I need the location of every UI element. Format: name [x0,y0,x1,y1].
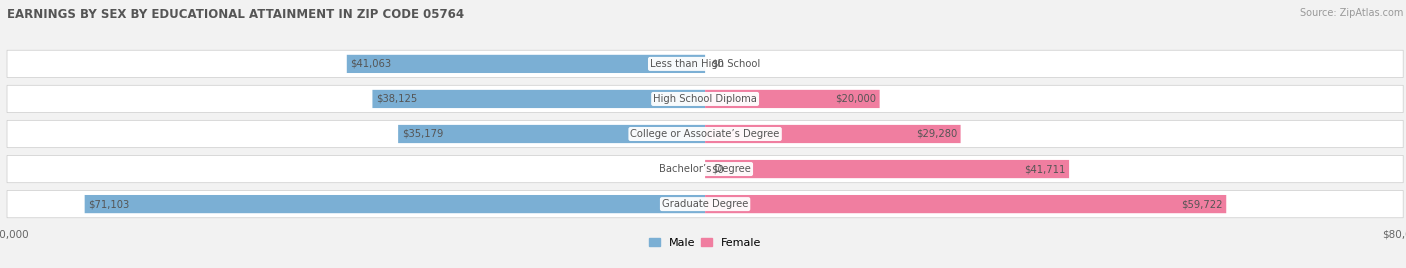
Text: EARNINGS BY SEX BY EDUCATIONAL ATTAINMENT IN ZIP CODE 05764: EARNINGS BY SEX BY EDUCATIONAL ATTAINMEN… [7,8,464,21]
Text: $41,063: $41,063 [350,59,391,69]
FancyBboxPatch shape [7,191,1403,218]
Text: Less than High School: Less than High School [650,59,761,69]
Text: $59,722: $59,722 [1181,199,1223,209]
Legend: Male, Female: Male, Female [644,233,766,252]
FancyBboxPatch shape [84,195,706,213]
Text: College or Associate’s Degree: College or Associate’s Degree [630,129,780,139]
Text: $0: $0 [710,164,724,174]
Text: $38,125: $38,125 [375,94,418,104]
Text: $0: $0 [710,59,724,69]
FancyBboxPatch shape [7,120,1403,148]
Text: $35,179: $35,179 [402,129,443,139]
FancyBboxPatch shape [347,55,706,73]
Text: $41,711: $41,711 [1024,164,1066,174]
Text: Bachelor’s Degree: Bachelor’s Degree [659,164,751,174]
FancyBboxPatch shape [706,125,960,143]
Text: $29,280: $29,280 [915,129,957,139]
Text: High School Diploma: High School Diploma [654,94,756,104]
FancyBboxPatch shape [398,125,706,143]
FancyBboxPatch shape [373,90,706,108]
Text: Graduate Degree: Graduate Degree [662,199,748,209]
FancyBboxPatch shape [7,155,1403,183]
FancyBboxPatch shape [706,160,1069,178]
Text: $20,000: $20,000 [835,94,876,104]
FancyBboxPatch shape [706,195,1226,213]
Text: $71,103: $71,103 [89,199,129,209]
FancyBboxPatch shape [706,90,880,108]
Text: Source: ZipAtlas.com: Source: ZipAtlas.com [1299,8,1403,18]
FancyBboxPatch shape [7,85,1403,113]
FancyBboxPatch shape [7,50,1403,77]
